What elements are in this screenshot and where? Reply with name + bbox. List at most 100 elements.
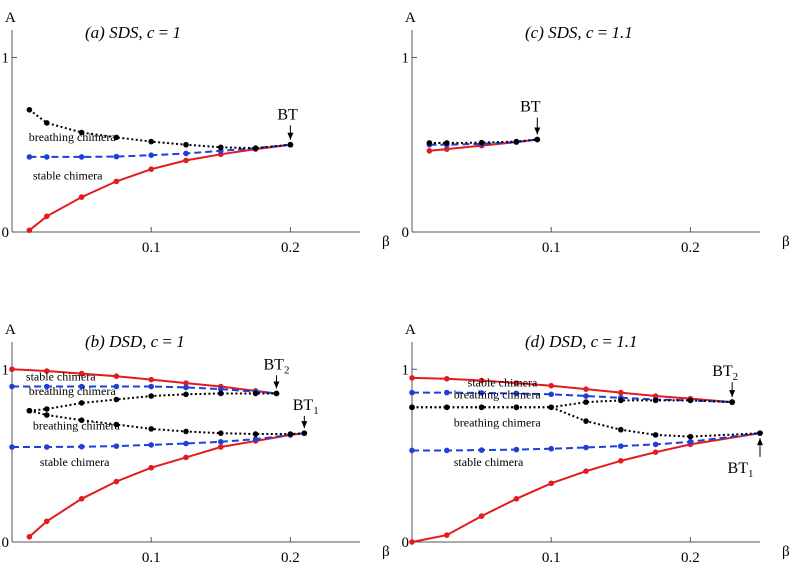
data-point [252, 436, 259, 443]
panel-title: (a) SDS, c = 1 [85, 23, 181, 42]
x-tick-label: 0.1 [142, 550, 161, 566]
y-tick-label: 0 [2, 225, 10, 241]
data-point [148, 152, 154, 158]
bt-arrow-head [287, 132, 294, 140]
panel-a: Aβ 0.1 0.2 0 1 (a) SDS, c = 1 breathing chimer… [2, 10, 390, 256]
y-tick-label: 0 [2, 535, 10, 551]
y-tick-label: 1 [402, 362, 410, 378]
data-point [287, 431, 294, 437]
data-point [548, 391, 554, 398]
x-tick-label: 0.1 [142, 240, 161, 256]
bt-label: BT2 [264, 356, 290, 376]
data-point [113, 396, 120, 403]
data-point [78, 383, 85, 390]
data-point [78, 443, 85, 450]
breathing-branch-line [12, 432, 305, 448]
data-point [113, 134, 120, 141]
bt-label-subscript: 1 [313, 405, 319, 417]
data-point [687, 433, 694, 440]
data-point [148, 383, 154, 390]
x-tick-label: 0.1 [542, 240, 561, 256]
data-point [44, 120, 50, 126]
region-label: breathing chimera [29, 130, 117, 144]
data-point [583, 418, 589, 424]
data-point [513, 390, 520, 397]
data-point [113, 443, 120, 449]
data-point [583, 386, 589, 392]
data-point [218, 386, 224, 392]
data-point [478, 513, 485, 519]
data-point [252, 431, 259, 437]
data-point [583, 444, 589, 451]
region-label: stable chimera [33, 169, 103, 183]
data-point [218, 444, 224, 450]
bt-label: BT1 [728, 460, 754, 480]
data-point [26, 154, 33, 160]
data-point [478, 447, 485, 453]
data-point [78, 417, 85, 424]
bt-label-base: BT [277, 106, 298, 123]
data-point [729, 399, 735, 405]
x-axis-label: β [382, 544, 390, 560]
bt-label-subscript: 2 [733, 371, 739, 383]
data-point [478, 377, 485, 384]
data-point [618, 389, 624, 396]
x-tick-label: 0.2 [681, 550, 700, 566]
stable-branch-line [411, 376, 733, 404]
data-point [148, 393, 154, 399]
bt-label: BT1 [293, 397, 319, 417]
data-point [183, 391, 189, 398]
y-tick-label: 1 [2, 50, 10, 66]
data-point [478, 139, 485, 146]
data-point [148, 376, 154, 383]
data-point [548, 480, 554, 487]
data-point [409, 539, 415, 545]
region-label: stable chimera [454, 455, 524, 469]
data-point [444, 140, 450, 146]
data-point [444, 146, 450, 152]
data-point [513, 380, 520, 386]
data-point [301, 430, 308, 436]
bt-label: BT2 [712, 363, 738, 383]
data-point [183, 380, 189, 386]
data-point [26, 107, 33, 113]
data-point [548, 404, 554, 411]
region-label: stable chimera [26, 370, 96, 384]
data-point [218, 390, 224, 397]
stable-branch-line [411, 432, 761, 543]
data-point [618, 443, 624, 449]
data-point [252, 145, 259, 152]
data-point [548, 382, 554, 389]
bt-label-base: BT [293, 397, 314, 414]
data-point [113, 478, 120, 485]
data-point [44, 518, 50, 525]
data-point [183, 440, 189, 447]
data-point [687, 439, 694, 445]
panel-c: Aβ 0.1 0.2 0 1 (c) SDS, c = 1.1 BT [402, 10, 789, 256]
data-point [273, 390, 280, 397]
y-tick-label: 0 [402, 535, 410, 551]
data-point [652, 397, 659, 404]
data-point [183, 141, 189, 148]
data-point [652, 432, 659, 438]
bt-label-subscript: 2 [284, 364, 290, 376]
breathing-branch-line [429, 138, 538, 146]
data-point [478, 404, 485, 411]
data-point [252, 390, 259, 397]
data-point [183, 157, 189, 164]
data-point [513, 446, 520, 453]
data-point [148, 426, 154, 432]
x-tick-label: 0.2 [681, 240, 700, 256]
data-point [44, 154, 50, 160]
data-point [409, 447, 415, 454]
data-point [113, 383, 120, 390]
data-point [218, 439, 224, 445]
unstable-branch-line [412, 406, 761, 438]
panel-title: (b) DSD, c = 1 [85, 332, 185, 351]
data-point [26, 227, 33, 234]
data-point [409, 404, 415, 411]
data-point [444, 404, 450, 411]
data-point [409, 375, 415, 381]
data-point [78, 370, 85, 377]
data-point [287, 141, 294, 148]
